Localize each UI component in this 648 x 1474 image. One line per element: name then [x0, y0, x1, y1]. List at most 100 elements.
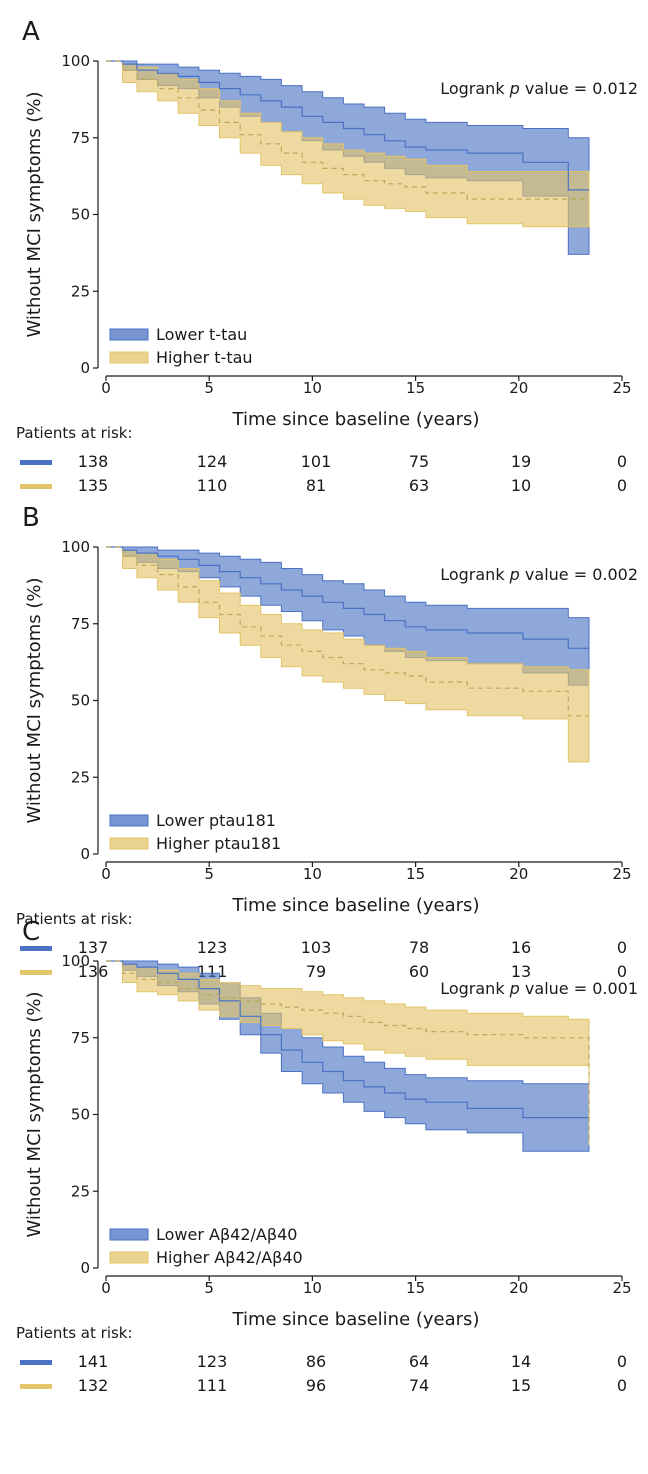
at-risk-count: 15 [511, 1376, 531, 1395]
y-tick-label: 100 [61, 52, 90, 70]
x-tick-label: 20 [509, 379, 528, 397]
x-tick-label: 5 [204, 865, 214, 883]
x-axis-title: Time since baseline (years) [232, 895, 480, 916]
logrank-suffix: value = 0.001 [520, 979, 638, 998]
at-risk-count: 0 [617, 1352, 627, 1371]
legend-label-higher: Higher Aβ42/Aβ40 [156, 1248, 303, 1267]
y-tick-label: 100 [61, 538, 90, 556]
at-risk-swatch-lower [20, 1360, 52, 1365]
at-risk-count: 123 [197, 938, 228, 957]
x-tick-label: 25 [612, 379, 631, 397]
at-risk-count: 86 [306, 1352, 326, 1371]
legend-label-lower: Lower Aβ42/Aβ40 [156, 1225, 297, 1244]
x-tick-label: 5 [204, 379, 214, 397]
at-risk-count: 101 [301, 452, 332, 471]
y-tick-label: 75 [71, 129, 90, 147]
at-risk-count: 0 [617, 452, 627, 471]
legend-label-higher: Higher t-tau [156, 348, 253, 367]
at-risk-count: 138 [78, 452, 109, 471]
survival-line-higher [106, 60, 589, 200]
y-tick-label: 100 [61, 952, 90, 970]
logrank-p: p [509, 79, 520, 98]
ci-band-higher [106, 60, 590, 228]
x-tick-label: 20 [509, 865, 528, 883]
x-tick-label: 25 [612, 865, 631, 883]
x-tick-label: 10 [303, 379, 322, 397]
legend-swatch-higher [109, 351, 149, 364]
at-risk-count: 103 [301, 938, 332, 957]
y-tick-label: 50 [71, 206, 90, 224]
at-risk-count: 13 [511, 962, 531, 981]
at-risk-count: 124 [197, 452, 228, 471]
survival-line-lower [106, 546, 589, 649]
x-tick-label: 15 [406, 865, 425, 883]
y-tick-label: 0 [80, 359, 90, 377]
survival-line-lower [106, 960, 589, 1119]
legend-label-higher: Higher ptau181 [156, 834, 281, 853]
x-tick-label: 0 [101, 865, 111, 883]
at-risk-count: 10 [511, 476, 531, 495]
at-risk-count: 135 [78, 476, 109, 495]
panel-label: C [22, 917, 40, 947]
x-tick-label: 10 [303, 865, 322, 883]
y-tick-label: 75 [71, 615, 90, 633]
at-risk-count: 132 [78, 1376, 109, 1395]
y-tick-label: 25 [71, 282, 90, 300]
y-tick-label: 25 [71, 1182, 90, 1200]
at-risk-count: 75 [409, 452, 429, 471]
at-risk-count: 79 [306, 962, 326, 981]
at-risk-swatch-higher [20, 970, 52, 975]
at-risk-count: 64 [409, 1352, 429, 1371]
at-risk-count: 81 [306, 476, 326, 495]
at-risk-count: 0 [617, 962, 627, 981]
logrank-prefix: Logrank [440, 565, 509, 584]
x-tick-label: 15 [406, 1279, 425, 1297]
at-risk-label: Patients at risk: [16, 910, 133, 928]
at-risk-swatch-lower [20, 946, 52, 951]
y-tick-label: 25 [71, 768, 90, 786]
at-risk-count: 63 [409, 476, 429, 495]
survival-line-higher [106, 546, 589, 717]
y-axis-title: Without MCI symptoms (%) [24, 991, 45, 1237]
y-tick-label: 50 [71, 692, 90, 710]
logrank-prefix: Logrank [440, 79, 509, 98]
at-risk-count: 16 [511, 938, 531, 957]
at-risk-swatch-higher [20, 484, 52, 489]
survival-line-lower [106, 60, 589, 191]
at-risk-count: 123 [197, 1352, 228, 1371]
at-risk-swatch-lower [20, 460, 52, 465]
at-risk-count: 110 [197, 476, 228, 495]
x-tick-label: 10 [303, 1279, 322, 1297]
at-risk-count: 0 [617, 476, 627, 495]
legend-swatch-lower [109, 1228, 149, 1241]
at-risk-label: Patients at risk: [16, 1324, 133, 1342]
logrank-p: p [509, 979, 520, 998]
panel-label: B [22, 503, 40, 533]
at-risk-count: 0 [617, 1376, 627, 1395]
at-risk-count: 136 [78, 962, 109, 981]
at-risk-count: 60 [409, 962, 429, 981]
x-tick-label: 0 [101, 1279, 111, 1297]
at-risk-count: 141 [78, 1352, 109, 1371]
legend-swatch-higher [109, 1251, 149, 1264]
panel-b: B 0 25 50 75 100 0 5 10 15 20 25 Time since baseline… [16, 503, 638, 981]
logrank-annotation: Logrank p value = 0.002 [440, 565, 638, 584]
y-axis-title: Without MCI symptoms (%) [24, 577, 45, 823]
logrank-annotation: Logrank p value = 0.001 [440, 979, 638, 998]
x-tick-label: 25 [612, 1279, 631, 1297]
x-tick-label: 5 [204, 1279, 214, 1297]
logrank-prefix: Logrank [440, 979, 509, 998]
y-tick-label: 0 [80, 845, 90, 863]
y-axis-title: Without MCI symptoms (%) [24, 91, 45, 337]
at-risk-count: 0 [617, 938, 627, 957]
at-risk-count: 137 [78, 938, 109, 957]
at-risk-count: 74 [409, 1376, 429, 1395]
logrank-annotation: Logrank p value = 0.012 [440, 79, 638, 98]
legend-swatch-lower [109, 814, 149, 827]
at-risk-count: 111 [197, 1376, 228, 1395]
y-tick-label: 0 [80, 1259, 90, 1277]
y-tick-label: 50 [71, 1106, 90, 1124]
at-risk-count: 14 [511, 1352, 531, 1371]
x-tick-label: 20 [509, 1279, 528, 1297]
